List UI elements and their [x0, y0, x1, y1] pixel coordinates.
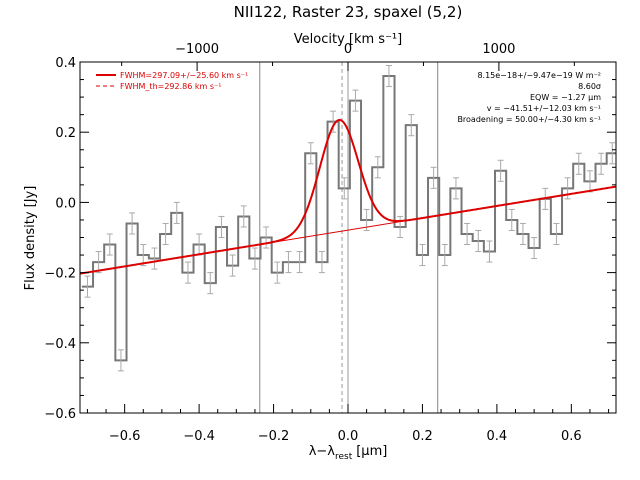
x-tick-label: −0.6	[109, 429, 141, 444]
y-tick-label: −0.2	[44, 267, 76, 282]
top-tick-label: 1000	[482, 42, 515, 57]
top-axis-label: Velocity [km s⁻¹]	[294, 32, 402, 47]
top-tick-label: −1000	[175, 42, 219, 57]
legend-label-fwhm: FWHM=297.09+/−25.60 km s⁻¹	[120, 71, 248, 80]
x-tick-label: 0.4	[487, 429, 508, 444]
fit-annotations: 8.15e−18+/−9.47e−19 W m⁻² 8.60σ EQW = −1…	[457, 71, 601, 124]
annotation-broadening: Broadening = 50.00+/−4.30 km s⁻¹	[457, 115, 601, 124]
annotation-velocity: v = −41.51+/−12.03 km s⁻¹	[487, 104, 601, 113]
chart-title: NII122, Raster 23, spaxel (5,2)	[234, 3, 463, 21]
x-tick-label: 0.0	[338, 429, 359, 444]
y-tick-label: 0.4	[55, 56, 76, 71]
x-axis-label-main: λ−λ	[309, 444, 336, 459]
y-tick-label: −0.6	[44, 407, 76, 422]
legend: FWHM=297.09+/−25.60 km s⁻¹ FWHM_th=292.8…	[96, 71, 248, 91]
annotation-significance: 8.60σ	[578, 82, 601, 91]
y-tick-label: 0.0	[55, 196, 76, 211]
legend-label-fwhm-th: FWHM_th=292.86 km s⁻¹	[120, 82, 221, 91]
x-axis-label-sub: rest	[335, 452, 353, 462]
x-axis-label-unit: [μm]	[356, 444, 387, 459]
plot-content	[80, 62, 616, 413]
x-tick-label: −0.4	[183, 429, 215, 444]
top-tick-label: 0	[344, 42, 352, 57]
x-tick-label: 0.2	[412, 429, 433, 444]
y-axis-label: Flux density [Jy]	[23, 186, 38, 291]
fit-curve	[80, 118, 616, 275]
x-tick-label: 0.6	[561, 429, 582, 444]
y-tick-label: −0.4	[44, 337, 76, 352]
x-axis-label: λ−λrest [μm]	[309, 444, 388, 462]
x-tick-label: −0.2	[258, 429, 290, 444]
annotation-eqw: EQW = −1.27 μm	[530, 93, 601, 102]
annotation-line-flux: 8.15e−18+/−9.47e−19 W m⁻²	[477, 71, 601, 80]
y-tick-label: 0.2	[55, 126, 76, 141]
axes: −0.6 −0.4 −0.2 0.0 0.2 0.4 0.6 −0.6 −0.4 −0.2 0.0 0…	[44, 42, 617, 444]
spectrum-step-line	[81, 75, 616, 362]
plot-area	[80, 62, 616, 413]
